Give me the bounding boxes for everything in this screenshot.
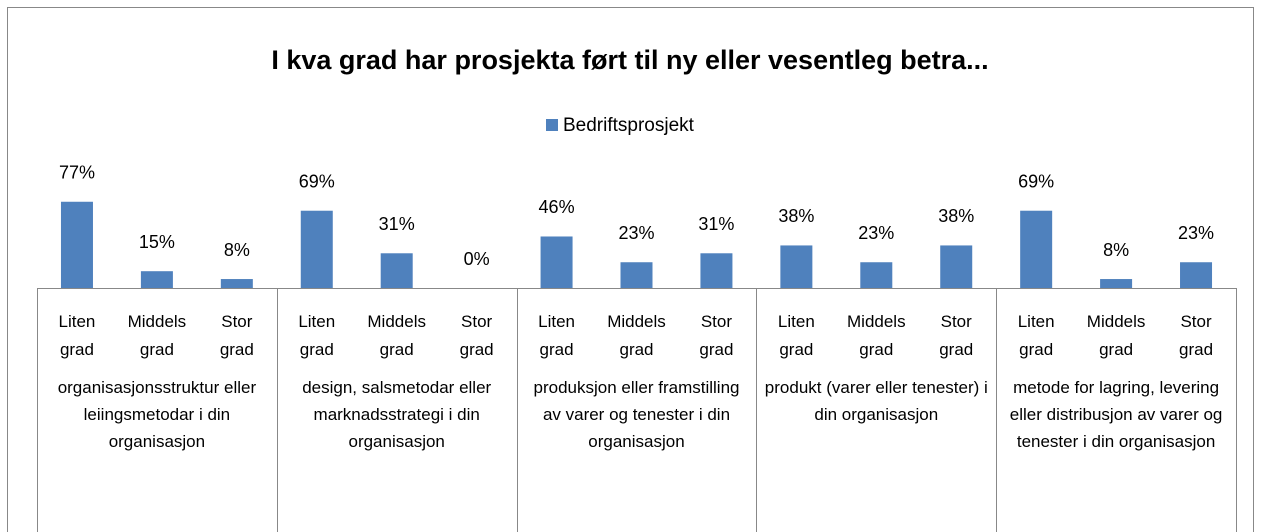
data-label: 23% [1178, 223, 1214, 243]
data-label: 23% [618, 223, 654, 243]
x-tick-label: Stor grad [219, 312, 254, 359]
bar [940, 245, 973, 288]
data-label: 69% [1018, 171, 1054, 191]
x-tick-label: Stor grad [1179, 312, 1214, 359]
x-tick-label: Stor grad [459, 312, 494, 359]
bar [1100, 279, 1133, 288]
bar [860, 262, 893, 288]
legend-label: Bedriftsprosjekt [563, 115, 695, 136]
x-tick-label: Liten grad [1017, 312, 1055, 359]
data-label: 38% [938, 206, 974, 226]
x-tick-label: Middels grad [607, 312, 666, 359]
group-label: design, salsmetodar eller marknadsstrate… [302, 378, 492, 451]
bar [220, 279, 253, 288]
bar [1020, 210, 1053, 288]
group-label: metode for lagring, levering eller distr… [1009, 378, 1223, 451]
data-label: 31% [379, 214, 415, 234]
x-tick-label: Stor grad [699, 312, 734, 359]
bar [300, 210, 333, 288]
x-tick-label: Middels grad [847, 312, 906, 359]
bar [780, 245, 813, 288]
data-label: 31% [698, 214, 734, 234]
x-tick-label: Liten grad [58, 312, 96, 359]
x-tick-label: Liten grad [538, 312, 575, 359]
bar [1180, 262, 1213, 288]
data-label: 8% [224, 240, 250, 260]
group-label: produkt (varer eller tenester) i din org… [764, 378, 988, 424]
x-tick-label: Middels grad [127, 312, 187, 359]
bar [60, 201, 93, 288]
data-label: 69% [299, 171, 335, 191]
bar [620, 262, 653, 288]
bar [700, 253, 733, 288]
data-label: 23% [858, 223, 894, 243]
bar [140, 271, 173, 288]
data-label: 38% [778, 206, 814, 226]
x-tick-label: Middels grad [1086, 312, 1146, 359]
data-label: 15% [139, 232, 175, 252]
group-label: organisasjonsstruktur eller leiingsmetod… [57, 378, 257, 451]
x-tick-label: Middels grad [367, 312, 426, 359]
data-label: 77% [59, 163, 95, 183]
x-tick-label: Stor grad [939, 312, 974, 359]
legend-swatch [546, 119, 558, 131]
x-tick-label: Liten grad [298, 312, 336, 359]
bar [540, 236, 573, 288]
x-tick-label: Liten grad [777, 312, 815, 359]
data-label: 46% [539, 197, 575, 217]
chart-title: I kva grad har prosjekta ført til ny ell… [271, 45, 988, 75]
group-label: produksjon eller framstilling av varer o… [533, 378, 740, 451]
bar [380, 253, 413, 288]
data-label: 0% [464, 249, 490, 269]
data-label: 8% [1103, 240, 1129, 260]
